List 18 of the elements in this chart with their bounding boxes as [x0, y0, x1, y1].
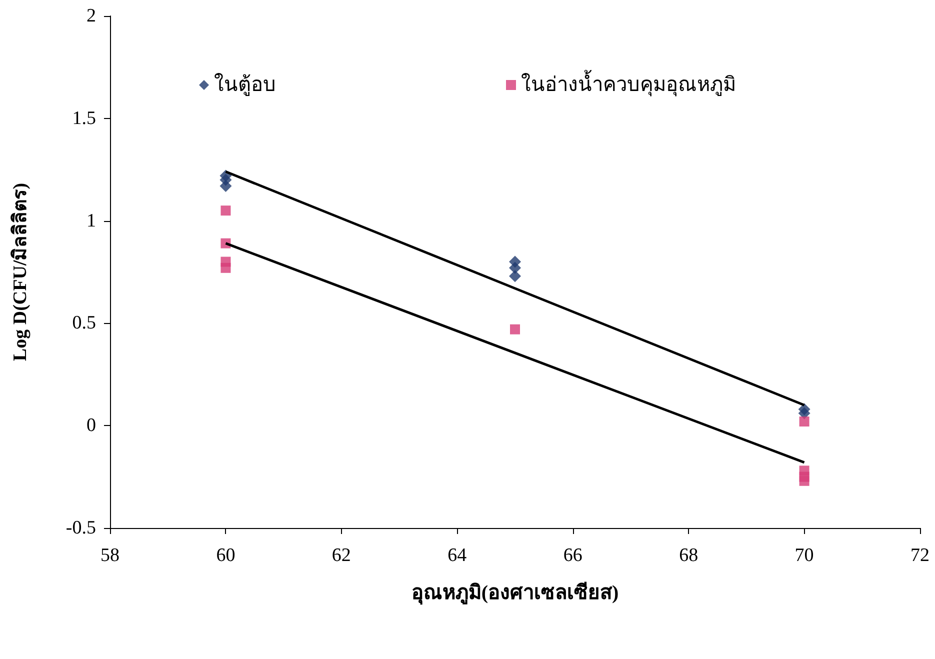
x-tick-label: 70	[794, 545, 814, 566]
x-tick-label: 60	[216, 545, 236, 566]
y-tick-label: 0.5	[72, 312, 96, 334]
y-axis-title: Log D(CFU/มิลลิลิตร)	[10, 182, 31, 362]
x-tick-label: 64	[448, 545, 468, 566]
legend-label: ในตู้อบ	[214, 73, 276, 97]
y-tick-label: -0.5	[66, 518, 96, 538]
x-tick-label: 72	[910, 545, 930, 566]
legend-label: ในอ่างน้ำควบคุมอุณหภูมิ	[521, 70, 736, 97]
y-tick-label: 0	[86, 415, 96, 436]
x-tick-label: 58	[100, 545, 120, 566]
x-tick-label: 68	[679, 545, 698, 566]
y-tick-label: 2	[86, 6, 96, 26]
y-tick-label: 1	[86, 210, 96, 232]
x-axis-title: อุณหภูมิ(องศาเซลเซียส)	[411, 581, 619, 606]
y-tick-label: 1.5	[72, 108, 96, 129]
x-tick-label: 62	[332, 545, 351, 566]
x-tick-label: 66	[563, 545, 582, 566]
